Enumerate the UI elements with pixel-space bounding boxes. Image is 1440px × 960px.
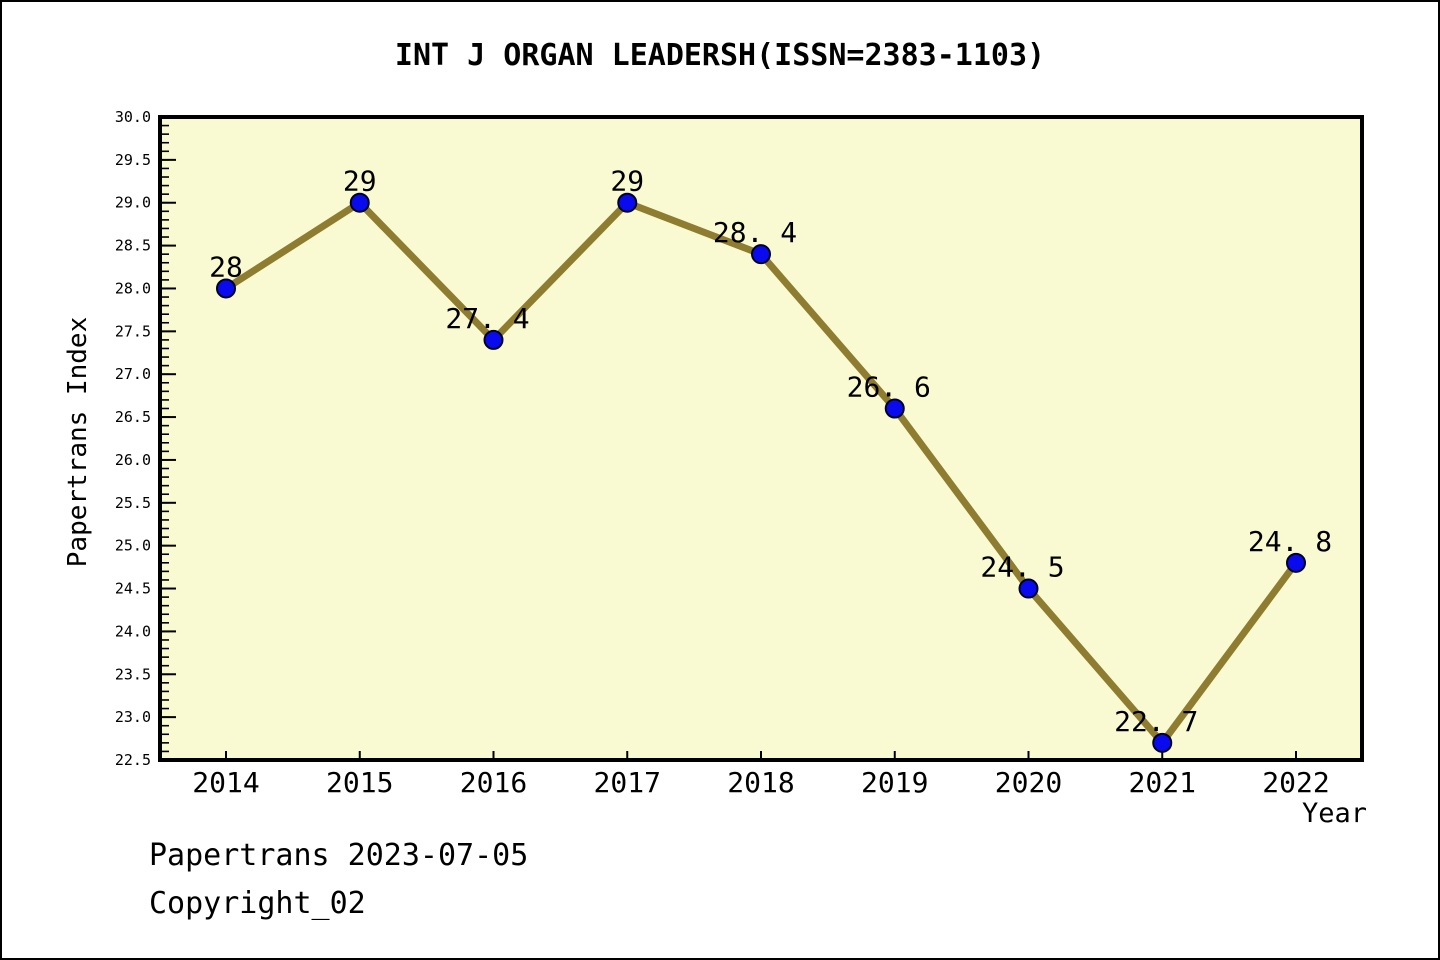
x-axis-label: Year bbox=[1302, 798, 1368, 829]
data-point-label: 29 bbox=[610, 165, 644, 198]
data-point-marker bbox=[1286, 552, 1306, 573]
x-tick-label: 2017 bbox=[594, 766, 661, 799]
data-point-marker bbox=[216, 278, 236, 299]
chart-title: INT J ORGAN LEADERSH(ISSN=2383-1103) bbox=[394, 38, 1046, 73]
x-tick-label: 2016 bbox=[460, 766, 527, 799]
footer-copyright: Copyright_02 bbox=[149, 886, 366, 921]
x-tick-label: 2019 bbox=[861, 766, 928, 799]
x-tick-label: 2022 bbox=[1262, 766, 1329, 799]
y-tick-label: 26.5 bbox=[115, 408, 151, 426]
data-point-label: 26. 6 bbox=[847, 370, 931, 403]
data-point-label: 24. 5 bbox=[980, 551, 1064, 584]
plot-area bbox=[160, 117, 1362, 760]
plot-border bbox=[158, 115, 1364, 762]
y-tick-label: 28.5 bbox=[115, 237, 151, 255]
y-tick-label: 29.0 bbox=[115, 194, 151, 212]
data-point-marker bbox=[483, 329, 504, 350]
data-point-label: 28. 4 bbox=[713, 216, 797, 249]
x-tick-label: 2014 bbox=[192, 766, 259, 799]
y-tick-label: 27.5 bbox=[115, 322, 151, 340]
y-tick-label: 25.0 bbox=[115, 537, 151, 555]
y-tick-label: 24.0 bbox=[115, 622, 151, 640]
y-tick-label: 22.5 bbox=[115, 751, 151, 769]
x-tick-label: 2018 bbox=[727, 766, 794, 799]
y-tick-label: 29.5 bbox=[115, 151, 151, 169]
y-tick-label: 24.5 bbox=[115, 580, 151, 598]
x-tick-label: 2021 bbox=[1129, 766, 1196, 799]
data-point-marker bbox=[1018, 578, 1039, 599]
data-point-label: 28 bbox=[209, 250, 243, 283]
y-tick-label: 26.0 bbox=[115, 451, 151, 469]
data-point-label: 22. 7 bbox=[1114, 705, 1198, 738]
data-point-marker bbox=[751, 244, 771, 265]
y-tick-label: 23.0 bbox=[115, 708, 151, 726]
y-tick-label: 23.5 bbox=[115, 665, 151, 683]
data-point-label: 24. 8 bbox=[1248, 525, 1332, 558]
data-point-label: 29 bbox=[343, 165, 377, 198]
data-point-label: 27. 4 bbox=[445, 302, 529, 335]
y-tick-label: 30.0 bbox=[115, 108, 151, 126]
y-tick-label: 27.0 bbox=[115, 365, 151, 383]
x-tick-label: 2020 bbox=[995, 766, 1062, 799]
data-point-marker bbox=[617, 192, 638, 213]
footer-watermark: Papertrans 2023-07-05 bbox=[149, 838, 529, 873]
x-tick-label: 2015 bbox=[326, 766, 393, 799]
data-point-marker bbox=[349, 192, 370, 213]
data-point-marker bbox=[884, 398, 905, 419]
data-point-marker bbox=[1152, 732, 1173, 753]
y-tick-label: 28.0 bbox=[115, 279, 151, 297]
y-tick-label: 25.5 bbox=[115, 494, 151, 512]
